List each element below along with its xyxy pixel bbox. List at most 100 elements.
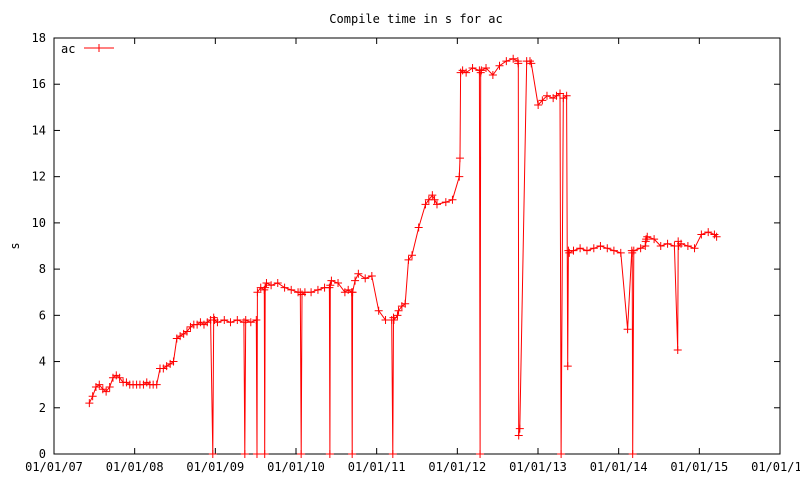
y-tick-label: 6: [39, 308, 46, 322]
data-point: [514, 431, 523, 440]
data-point: [208, 450, 217, 458]
data-point: [596, 242, 605, 250]
data-point: [623, 325, 632, 334]
y-axis-label: s: [8, 242, 22, 249]
data-point: [182, 327, 191, 336]
x-tick-label: 01/01/13: [509, 460, 567, 474]
data-point: [115, 373, 124, 382]
data-point: [260, 450, 269, 458]
data-point: [462, 68, 471, 77]
data-point: [226, 318, 235, 327]
data-point: [509, 54, 518, 63]
data-point: [388, 450, 397, 458]
data-point: [354, 269, 363, 278]
x-tick-label: 01/01/15: [670, 460, 728, 474]
data-point: [432, 200, 441, 209]
data-point: [88, 392, 97, 401]
data-point: [428, 191, 437, 200]
data-point: [603, 244, 612, 253]
x-tick-label: 01/01/10: [267, 460, 325, 474]
data-point: [273, 278, 282, 287]
data-point: [697, 230, 706, 239]
y-tick-label: 4: [39, 355, 46, 369]
data-point: [408, 251, 417, 260]
data-point: [414, 223, 423, 232]
data-point: [704, 228, 713, 237]
data-point: [557, 450, 566, 458]
data-point: [361, 274, 370, 283]
y-tick-label: 8: [39, 262, 46, 276]
data-point: [683, 242, 692, 250]
x-tick-label: 01/01/14: [590, 460, 648, 474]
y-tick-label: 18: [32, 31, 46, 45]
data-point: [102, 387, 111, 396]
data-point: [401, 299, 410, 308]
data-point: [351, 276, 360, 285]
data-point: [252, 450, 261, 458]
data-point: [213, 318, 222, 327]
data-point: [280, 283, 289, 292]
data-point: [85, 399, 94, 408]
data-point: [527, 59, 536, 68]
data-point: [367, 272, 376, 281]
data-point: [441, 198, 450, 207]
data-point: [477, 66, 486, 75]
data-point: [430, 195, 439, 204]
data-point: [562, 91, 571, 100]
data-point: [455, 172, 464, 181]
data-point: [105, 382, 114, 391]
data-point: [455, 154, 464, 163]
data-point: [389, 315, 398, 324]
data-point: [152, 380, 161, 389]
data-point: [589, 244, 598, 253]
data-point: [636, 244, 645, 253]
data-point: [267, 281, 276, 290]
data-point: [712, 232, 721, 241]
series-ac: [85, 54, 721, 458]
data-point: [374, 306, 383, 315]
data-point: [656, 242, 665, 250]
data-point: [394, 306, 403, 315]
x-tick-label: 01/01/07: [25, 460, 83, 474]
data-point: [650, 235, 659, 244]
data-point: [609, 246, 618, 255]
x-tick-label: 01/01/09: [186, 460, 244, 474]
x-tick-label: 01/01/12: [428, 460, 486, 474]
data-point: [476, 450, 485, 458]
data-point: [643, 232, 652, 241]
legend-label-ac: ac: [61, 42, 75, 56]
y-tick-label: 12: [32, 170, 46, 184]
data-point: [542, 91, 551, 100]
y-tick-label: 16: [32, 77, 46, 91]
data-point: [616, 248, 625, 257]
x-tick-label: 01/01/16: [751, 460, 800, 474]
data-point: [538, 96, 547, 105]
data-point: [628, 450, 637, 458]
data-point: [502, 57, 511, 66]
data-point: [241, 315, 250, 324]
y-tick-label: 2: [39, 401, 46, 415]
data-point: [576, 244, 585, 253]
data-point: [246, 318, 255, 327]
data-point: [448, 195, 457, 204]
data-point: [287, 285, 296, 294]
data-point: [220, 315, 229, 324]
data-point: [565, 248, 574, 257]
data-point: [393, 311, 402, 320]
data-point: [673, 346, 682, 354]
data-point: [404, 255, 413, 264]
series-line-ac: [88, 58, 717, 455]
x-tick-label: 01/01/11: [348, 460, 406, 474]
x-tick-label: 01/01/08: [106, 460, 164, 474]
data-point: [629, 246, 638, 255]
data-point: [348, 450, 357, 458]
data-point: [233, 315, 242, 324]
data-point: [582, 246, 591, 255]
data-point: [690, 244, 699, 253]
data-point: [95, 380, 104, 389]
data-point: [327, 276, 336, 285]
data-point: [556, 89, 565, 98]
data-point: [334, 278, 343, 287]
data-point: [252, 315, 261, 324]
